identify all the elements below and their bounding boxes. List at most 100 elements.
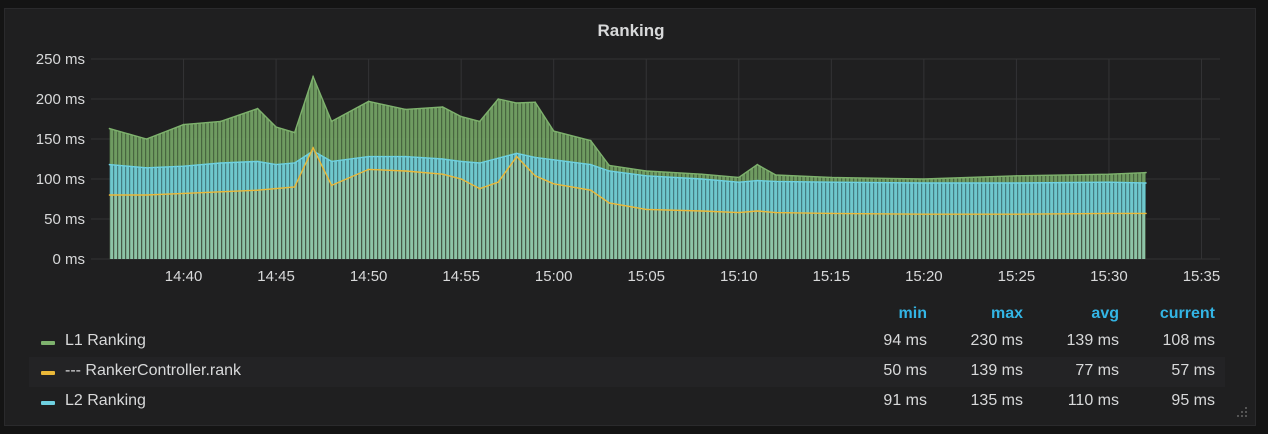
x-tick-label: 15:20 [905, 268, 943, 285]
series-point [589, 139, 592, 142]
series-point [1145, 182, 1147, 184]
series-point [219, 191, 222, 193]
series-point [1145, 171, 1147, 174]
series-point [460, 115, 462, 118]
legend-header-current[interactable]: current [1159, 305, 1215, 322]
series-point [1108, 212, 1110, 215]
series-line [109, 74, 1147, 180]
series-point [756, 210, 759, 212]
chart-plot: 0 ms 50 ms 100 ms 150 ms 200 ms 250 ms 14:40 1… [36, 51, 1221, 285]
legend-avg-value: 110 ms [1067, 392, 1119, 409]
legend-series-name[interactable]: --- RankerController.rank [65, 362, 242, 379]
legend-row-ranker[interactable]: --- RankerController.rank 50 ms 139 ms 7… [29, 357, 1225, 387]
series-point [923, 213, 925, 215]
series-point [330, 120, 333, 123]
legend-header-avg[interactable]: avg [1091, 305, 1119, 322]
legend-current-value: 95 ms [1171, 392, 1215, 409]
legend-avg-value: 77 ms [1075, 362, 1119, 379]
legend-row-l1[interactable]: L1 Ranking 94 ms 230 ms 139 ms 108 ms [29, 327, 1225, 357]
x-tick-label: 15:15 [813, 268, 851, 285]
series-color-swatch[interactable] [41, 401, 55, 405]
series-color-swatch[interactable] [41, 371, 55, 375]
series-point [497, 98, 499, 100]
resize-handle-icon[interactable] [1235, 407, 1247, 419]
series-point [1108, 181, 1110, 183]
series-point [700, 173, 703, 175]
y-tick-label: 0 ms [52, 251, 85, 268]
series-point [312, 147, 314, 149]
series-point [145, 194, 148, 196]
series-point [534, 175, 536, 177]
y-tick-label: 250 ms [36, 51, 85, 68]
series-point [737, 211, 740, 214]
legend-max-value: 230 ms [970, 332, 1023, 349]
series-point [404, 108, 407, 111]
series-point [1108, 173, 1110, 175]
series-point [645, 170, 648, 172]
series-point [700, 178, 703, 180]
series-point [275, 187, 277, 190]
legend-avg-value: 139 ms [1066, 332, 1119, 349]
series-point [775, 174, 777, 176]
y-tick-label: 200 ms [36, 91, 85, 108]
series-point [256, 189, 259, 191]
legend-max-value: 139 ms [970, 362, 1023, 379]
legend-min-value: 91 ms [883, 392, 927, 409]
series-point [478, 120, 481, 123]
legend-header-min[interactable]: min [898, 305, 927, 322]
series-color-swatch[interactable] [41, 341, 55, 345]
series-point [275, 126, 277, 128]
legend-row-l2[interactable]: L2 Ranking 91 ms 135 ms 110 ms 95 ms [29, 387, 1225, 417]
legend-max-value: 135 ms [970, 392, 1023, 409]
series-point [460, 160, 462, 163]
series-point [441, 158, 444, 160]
series-point [534, 156, 536, 159]
series-point [1145, 212, 1147, 215]
legend-min-value: 94 ms [883, 332, 927, 349]
panel-title[interactable]: Ranking [597, 21, 665, 40]
x-tick-label: 15:05 [627, 268, 665, 285]
series-point [441, 173, 444, 175]
x-tick-label: 15:30 [1090, 268, 1128, 285]
series-point [552, 159, 555, 161]
x-tick-label: 15:10 [720, 268, 758, 285]
series-point [589, 163, 592, 166]
series-point [256, 160, 259, 163]
legend-series-name[interactable]: L2 Ranking [65, 392, 146, 409]
series-point [645, 208, 648, 211]
series-point [478, 162, 481, 164]
series-point [256, 107, 259, 110]
series-line [109, 146, 1146, 215]
series-point [1015, 182, 1018, 184]
series-point [367, 168, 370, 171]
series-point [293, 186, 296, 188]
legend-series-name[interactable]: L1 Ranking [65, 332, 146, 349]
series-point [182, 123, 185, 126]
series-point [145, 167, 148, 169]
series-point [497, 181, 499, 183]
series-point [219, 162, 222, 164]
x-tick-label: 14:55 [442, 268, 480, 285]
series-point [367, 100, 370, 103]
series-point [182, 192, 185, 195]
series-point [145, 138, 148, 140]
series-point [275, 163, 277, 166]
legend-table: min max avg current L1 Ranking 94 ms 230… [29, 303, 1225, 417]
series-point [756, 179, 759, 182]
series-point [589, 189, 592, 191]
series-line [109, 150, 1147, 184]
series-point [700, 210, 703, 212]
x-tick-label: 15:35 [1183, 268, 1221, 285]
series-point [460, 178, 462, 180]
legend-header-max[interactable]: max [990, 305, 1023, 322]
series-point [108, 127, 111, 130]
series-point [293, 131, 296, 134]
series-point [219, 120, 222, 123]
x-tick-label: 15:25 [998, 268, 1036, 285]
series-point [608, 202, 611, 204]
series-point [552, 183, 555, 185]
series-point [312, 75, 314, 78]
series-point [830, 176, 833, 179]
y-tick-label: 100 ms [36, 171, 85, 188]
legend-min-value: 50 ms [883, 362, 927, 379]
